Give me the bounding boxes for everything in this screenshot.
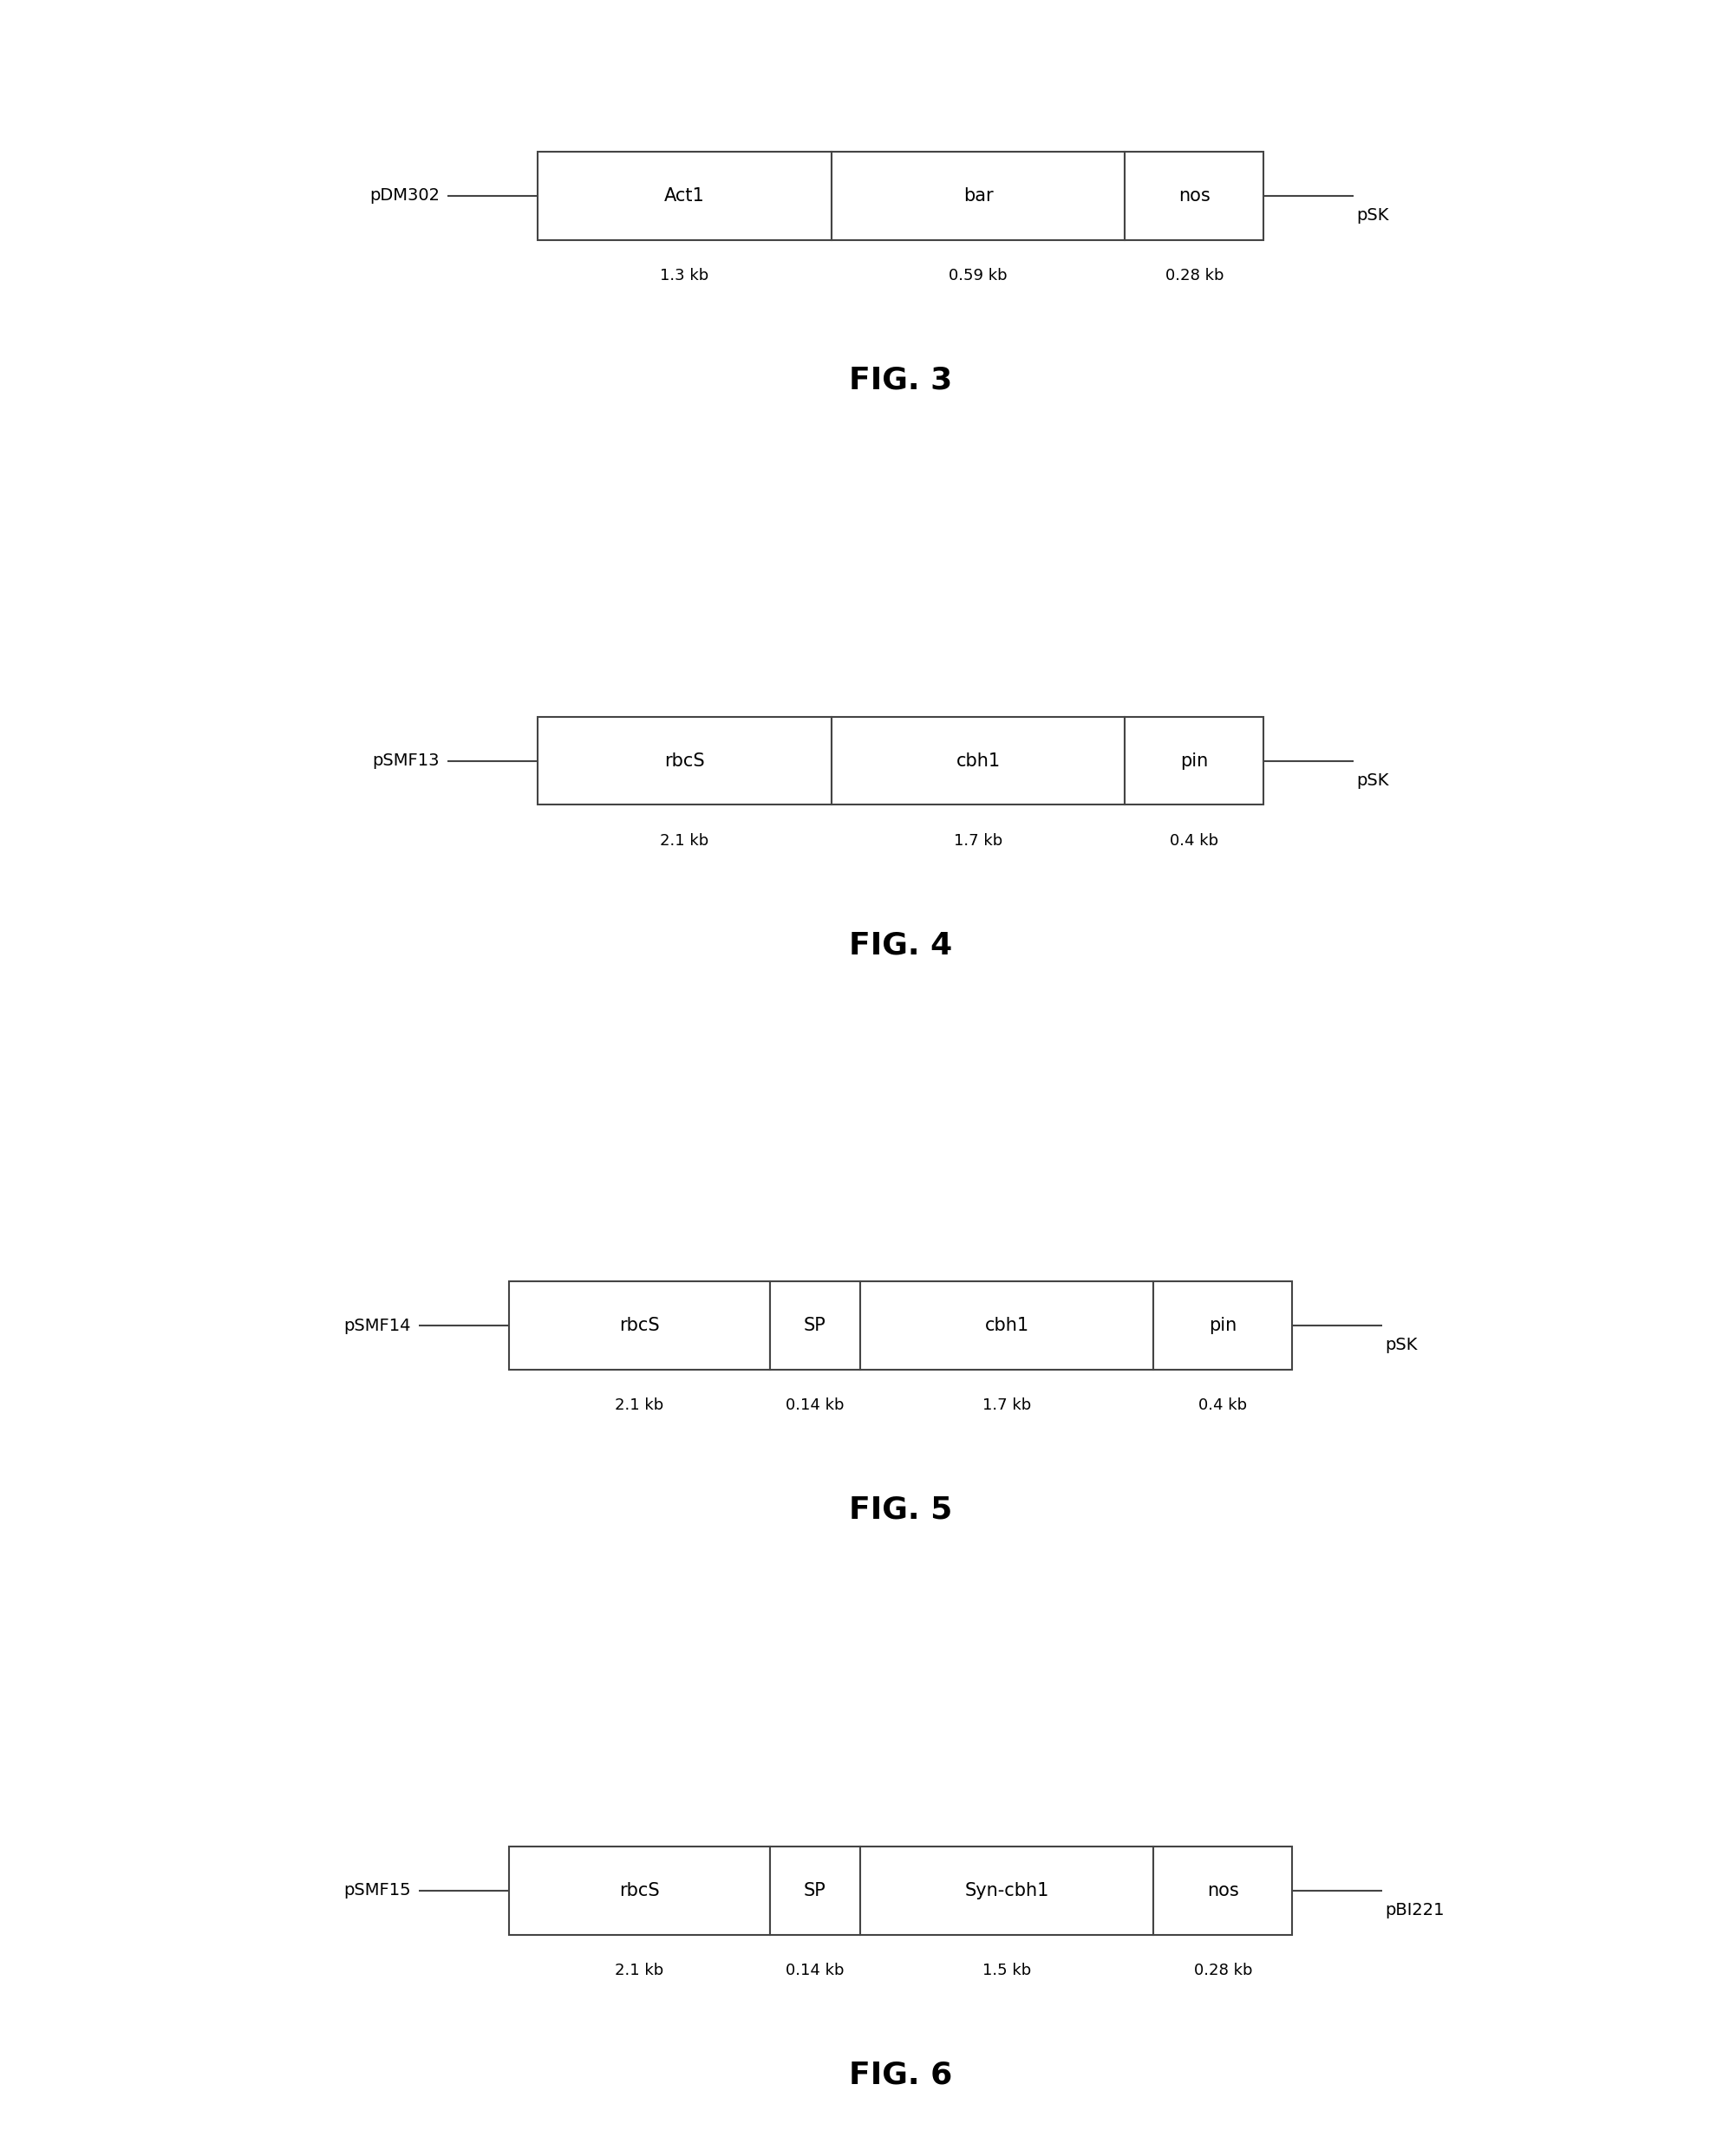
Text: 1.7 kb: 1.7 kb	[983, 1397, 1031, 1412]
Text: FIG. 5: FIG. 5	[849, 1496, 953, 1524]
Text: 1.3 kb: 1.3 kb	[660, 267, 708, 285]
Text: 0.4 kb: 0.4 kb	[1198, 1397, 1246, 1412]
Text: 0.28 kb: 0.28 kb	[1165, 267, 1224, 285]
Bar	[832, 716, 1125, 804]
Text: pDM302: pDM302	[370, 188, 439, 205]
Text: nos: nos	[1179, 188, 1210, 205]
Text: Syn-cbh1: Syn-cbh1	[965, 1882, 1049, 1899]
Bar	[1153, 1846, 1292, 1934]
Text: 2.1 kb: 2.1 kb	[615, 1397, 663, 1412]
Text: pSK: pSK	[1385, 1337, 1418, 1354]
Text: Act1: Act1	[665, 188, 705, 205]
Text: rbcS: rbcS	[665, 752, 705, 770]
Text: pSMF15: pSMF15	[344, 1882, 411, 1899]
Bar	[1153, 1281, 1292, 1369]
Text: rbcS: rbcS	[620, 1882, 660, 1899]
Text: cbh1: cbh1	[984, 1317, 1029, 1335]
Bar	[1125, 151, 1264, 239]
Text: 1.5 kb: 1.5 kb	[983, 1962, 1031, 1977]
Text: 0.28 kb: 0.28 kb	[1194, 1962, 1252, 1977]
Text: pSK: pSK	[1358, 772, 1389, 789]
Text: 2.1 kb: 2.1 kb	[660, 832, 708, 847]
Text: pin: pin	[1180, 752, 1208, 770]
Text: FIG. 3: FIG. 3	[849, 367, 953, 395]
Text: FIG. 4: FIG. 4	[849, 931, 953, 959]
Text: pin: pin	[1208, 1317, 1238, 1335]
Bar	[509, 1846, 771, 1934]
Text: cbh1: cbh1	[957, 752, 1000, 770]
Bar	[538, 151, 832, 239]
Bar	[771, 1281, 859, 1369]
Text: FIG. 6: FIG. 6	[849, 2061, 953, 2089]
Text: nos: nos	[1207, 1882, 1240, 1899]
Text: 0.14 kb: 0.14 kb	[786, 1397, 844, 1412]
Text: pBI221: pBI221	[1385, 1902, 1444, 1919]
Text: 2.1 kb: 2.1 kb	[615, 1962, 663, 1977]
Bar	[538, 716, 832, 804]
Text: bar: bar	[963, 188, 993, 205]
Text: 1.7 kb: 1.7 kb	[953, 832, 1002, 847]
Text: SP: SP	[804, 1317, 826, 1335]
Text: 0.4 kb: 0.4 kb	[1170, 832, 1219, 847]
Bar	[1125, 716, 1264, 804]
Text: pSMF13: pSMF13	[373, 752, 439, 770]
Text: 0.14 kb: 0.14 kb	[786, 1962, 844, 1977]
Bar	[859, 1281, 1154, 1369]
Bar	[509, 1281, 771, 1369]
Text: pSMF14: pSMF14	[344, 1317, 411, 1335]
Bar	[832, 151, 1125, 239]
Bar	[859, 1846, 1154, 1934]
Text: rbcS: rbcS	[620, 1317, 660, 1335]
Text: SP: SP	[804, 1882, 826, 1899]
Text: pSK: pSK	[1358, 207, 1389, 224]
Text: 0.59 kb: 0.59 kb	[950, 267, 1007, 285]
Bar	[771, 1846, 859, 1934]
